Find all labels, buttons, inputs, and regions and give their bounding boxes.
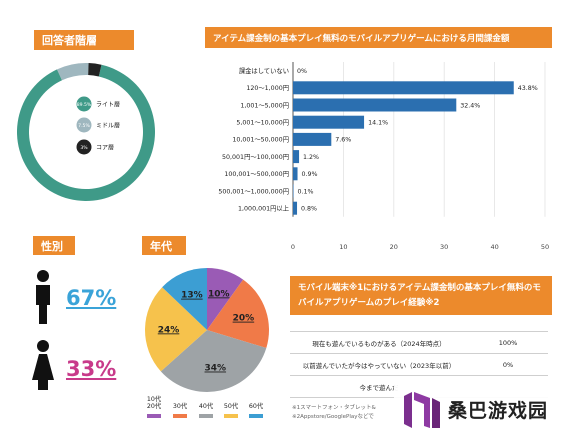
data-label: 43.8% — [518, 85, 538, 92]
data-label: 0.9% — [302, 171, 318, 178]
respondent-header-text: 回答者階層 — [42, 34, 97, 47]
male-percent: 67% — [66, 286, 117, 310]
bar — [293, 150, 300, 164]
bar — [293, 115, 365, 129]
age-header-text: 年代 — [150, 239, 172, 253]
legend-label: 40代 — [199, 401, 214, 410]
x-tick-label: 30 — [440, 243, 448, 251]
female-icon — [32, 340, 54, 390]
legend-label: ライト層 — [96, 102, 120, 109]
x-tick-label: 10 — [339, 243, 347, 251]
gender-header-text: 性別 — [41, 239, 63, 253]
pie-slice — [207, 268, 244, 330]
data-label: 0% — [297, 68, 307, 75]
data-label: 0.1% — [298, 188, 314, 195]
legend-label: ミドル層 — [96, 123, 120, 130]
y-tick-label: 100,001～500,000円 — [224, 170, 289, 178]
y-tick-label: 5,001～10,000円 — [236, 119, 289, 127]
legend-swatch — [199, 414, 213, 418]
donut-slice — [88, 63, 102, 77]
male-icon — [36, 270, 50, 324]
pie-slice-label: 13% — [181, 291, 203, 301]
pie-slice-label: 20% — [233, 314, 255, 324]
bar — [293, 184, 294, 198]
legend-dot — [76, 117, 92, 133]
legend-label: 10代 — [147, 394, 162, 403]
bar — [293, 201, 298, 215]
pie-slice — [160, 330, 267, 392]
footnote: ※2Appstore/GooglePlayなどで — [292, 414, 374, 420]
pie-slice-label: 24% — [158, 325, 180, 335]
age-header: 年代 — [142, 236, 186, 255]
legend-dot — [76, 139, 92, 155]
legend-label: コア層 — [96, 145, 114, 152]
table-row: 以前遊んでいたが今はやっていない（2023年以前） 0% — [290, 353, 548, 376]
y-tick-label: 課金はしていない — [239, 66, 289, 75]
legend-label: 30代 — [173, 401, 188, 410]
legend-dot-value: 7.5% — [78, 123, 90, 129]
y-tick-label: 500,001～1,000,000円 — [218, 187, 289, 195]
female-percent: 33% — [66, 357, 117, 381]
y-tick-label: 1,001～5,000円 — [240, 101, 289, 109]
mobile-header-text: モバイル端末※1におけるアイテム課金制の基本プレイ無料のモバイルアプリゲームのプ… — [298, 283, 541, 308]
data-label: 1.2% — [303, 154, 319, 161]
donut-slice — [17, 64, 156, 201]
spend-header-text: アイテム課金制の基本プレイ無料のモバイルアプリゲームにおける月間課金額 — [213, 33, 510, 44]
legend-label: 60代 — [249, 401, 264, 410]
pie-slice — [162, 268, 207, 330]
table-cell-value: 100% — [468, 331, 548, 354]
pie-slice-label: 34% — [205, 364, 227, 374]
x-tick-label: 0 — [291, 243, 295, 251]
legend-dot-value: 3% — [80, 145, 88, 151]
data-label: 0.8% — [301, 206, 317, 213]
legend-swatch — [173, 414, 187, 418]
legend-swatch — [147, 414, 161, 418]
bar — [293, 81, 514, 95]
x-tick-label: 20 — [390, 243, 398, 251]
donut-slice — [57, 63, 89, 81]
footnotes: ※1スマートフォン・タブレット& ※2Appstore/GooglePlayなど… — [292, 404, 376, 422]
table-cell-value: 0% — [468, 353, 548, 376]
data-label: 32.4% — [460, 102, 480, 109]
mobile-header: モバイル端末※1におけるアイテム課金制の基本プレイ無料のモバイルアプリゲームのプ… — [290, 276, 552, 315]
table-row: 現在も遊んでいるものがある（2024年時点） 100% — [290, 331, 548, 354]
respondent-header: 回答者階層 — [34, 30, 134, 50]
data-label: 7.6% — [335, 137, 351, 144]
y-tick-label: 120～1,000円 — [246, 84, 289, 92]
bar — [293, 98, 457, 112]
pie-slice — [207, 279, 269, 349]
y-tick-label: 1,000,001円以上 — [238, 204, 289, 213]
y-tick-label: 10,001～50,000円 — [232, 136, 289, 144]
legend-label: 20代 — [147, 401, 162, 410]
legend-swatch — [224, 414, 238, 418]
spend-header: アイテム課金制の基本プレイ無料のモバイルアプリゲームにおける月間課金額 — [205, 27, 552, 48]
watermark-text: 桑巴游戏园 — [448, 400, 549, 422]
bar — [293, 167, 298, 181]
pie-slice-label: 10% — [208, 289, 230, 299]
x-tick-label: 40 — [490, 243, 498, 251]
pie-slice — [145, 287, 207, 372]
table-cell-question: 現在も遊んでいるものがある（2024年時点） — [290, 331, 468, 354]
legend-dot — [76, 96, 92, 112]
legend-swatch — [249, 414, 263, 418]
y-tick-label: 50,001円～100,000円 — [222, 153, 289, 161]
gender-header: 性別 — [33, 236, 75, 255]
legend-label: 50代 — [224, 401, 239, 410]
data-label: 14.1% — [368, 120, 388, 127]
legend-dot-value: 89.5% — [77, 102, 92, 108]
bar — [293, 132, 332, 146]
table-cell-question: 以前遊んでいたが今はやっていない（2023年以前） — [290, 353, 468, 376]
x-tick-label: 50 — [541, 243, 549, 251]
footnote: ※1スマートフォン・タブレット& — [292, 405, 376, 411]
watermark-logo-icon — [404, 392, 440, 428]
